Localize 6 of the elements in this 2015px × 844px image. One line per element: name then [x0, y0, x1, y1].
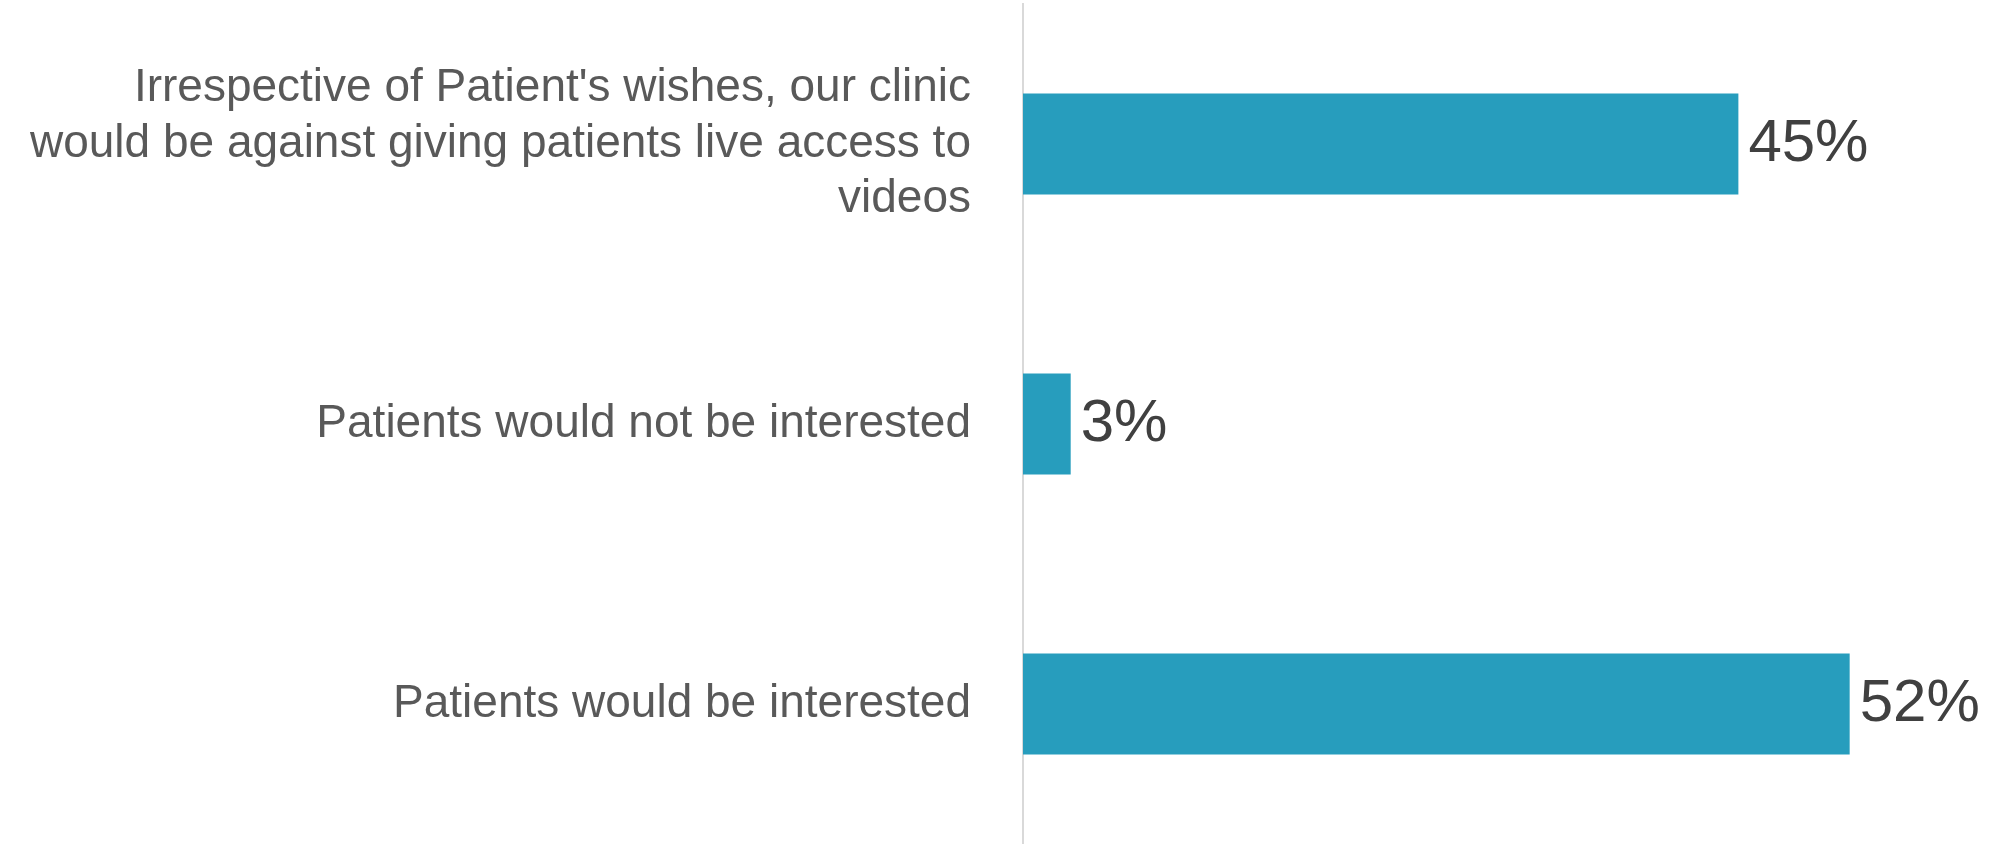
y-tick-label: Irrespective of Patient's wishes, our clinic would be against giving patients live access to videos — [28, 59, 971, 222]
y-tick-label: Patients would not be interested — [316, 394, 971, 447]
data-label: 3% — [1080, 386, 1168, 454]
y-tick-label: Patients would be interested — [393, 674, 971, 727]
data-label: 45% — [1748, 106, 1869, 174]
data-label: 52% — [1859, 666, 1980, 734]
